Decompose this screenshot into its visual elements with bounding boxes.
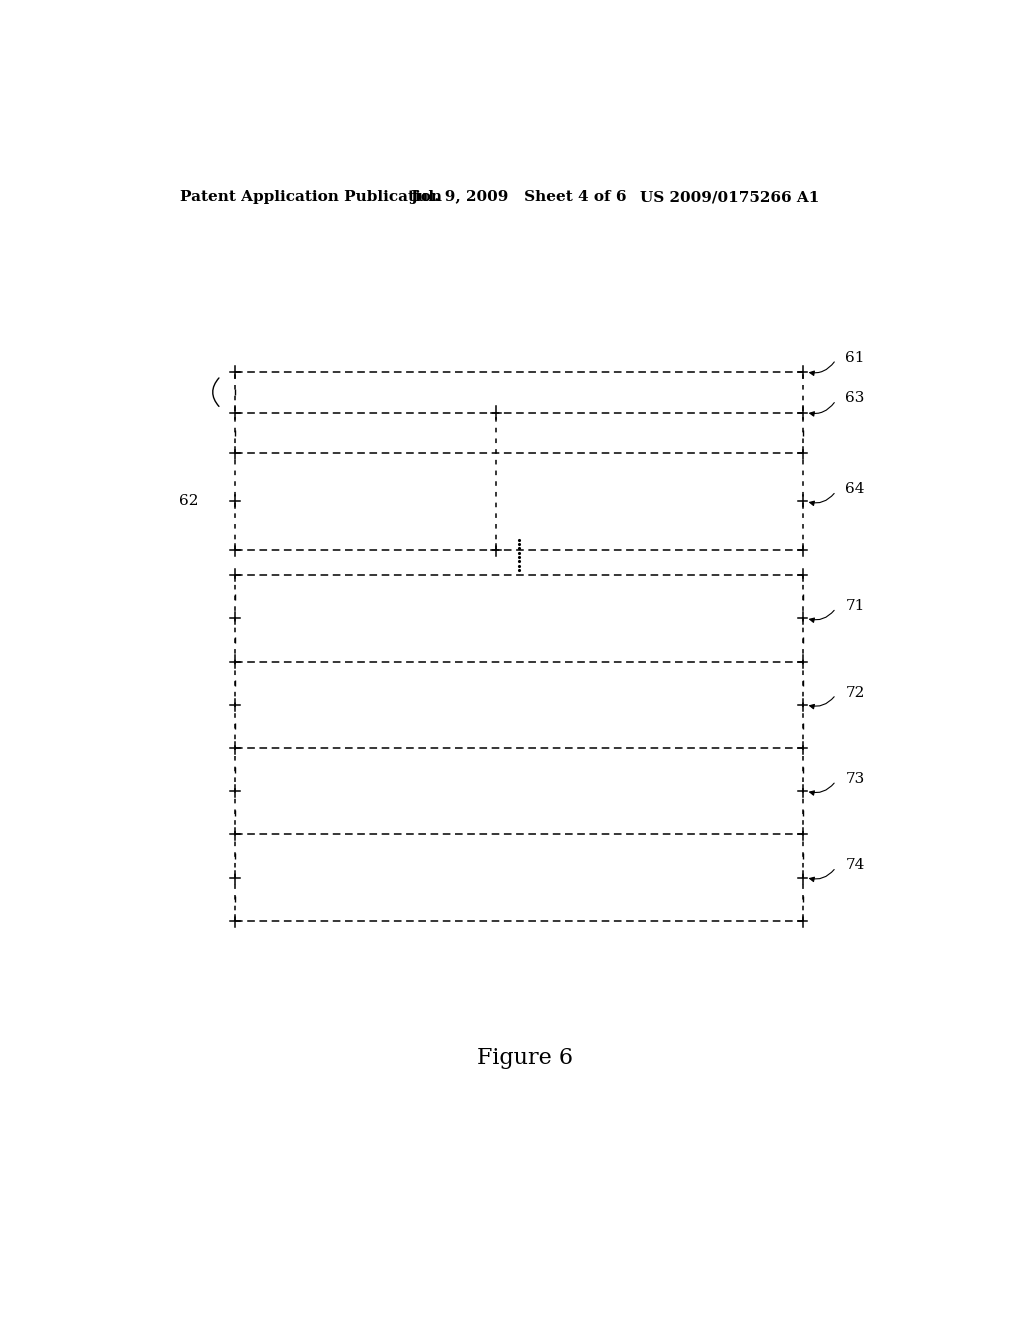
Text: Patent Application Publication: Patent Application Publication [179, 190, 441, 205]
Text: 64: 64 [846, 482, 865, 496]
Text: Figure 6: Figure 6 [477, 1047, 572, 1069]
Text: 71: 71 [846, 599, 865, 612]
Text: 62: 62 [179, 495, 199, 508]
Text: 61: 61 [846, 351, 865, 364]
Text: Jul. 9, 2009   Sheet 4 of 6: Jul. 9, 2009 Sheet 4 of 6 [410, 190, 627, 205]
Text: 74: 74 [846, 858, 865, 873]
Text: 63: 63 [846, 391, 865, 405]
Text: 72: 72 [846, 685, 865, 700]
Text: 73: 73 [846, 772, 864, 785]
Text: US 2009/0175266 A1: US 2009/0175266 A1 [640, 190, 819, 205]
